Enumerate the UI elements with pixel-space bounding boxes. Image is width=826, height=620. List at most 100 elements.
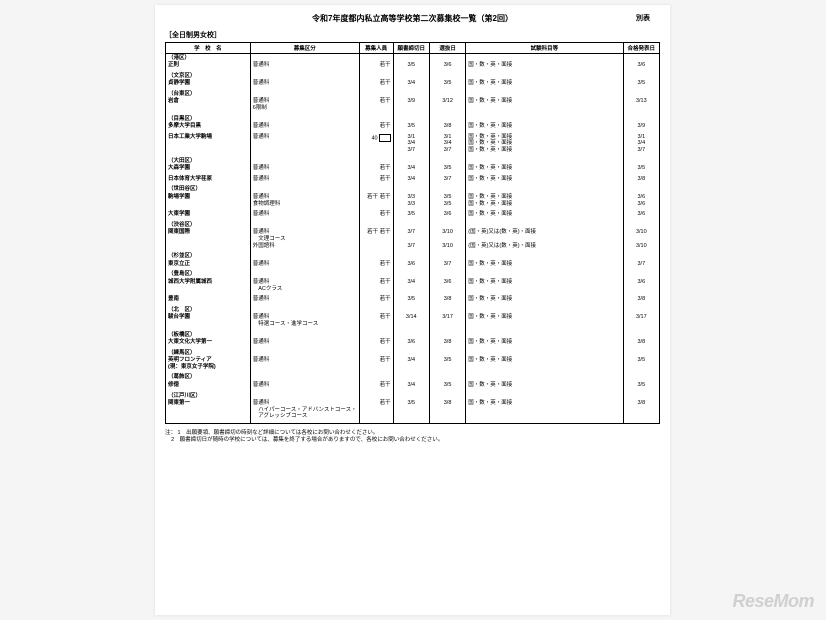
exam-date: 3/5 xyxy=(429,382,465,390)
school-name: 貞静学園 xyxy=(166,80,251,88)
capacity: 若干 xyxy=(359,98,393,112)
page-title: 令和7年度都内私立高等学校第二次募集校一覧（第2回） xyxy=(312,14,513,23)
result-date: 3/8 xyxy=(623,339,659,347)
ward-label: （世田谷区） xyxy=(166,186,251,194)
school-name: 日本工業大学駒場 xyxy=(166,133,251,154)
section-label: ［全日制男女校］ xyxy=(165,30,660,40)
subjects: 国・数・英・面接 xyxy=(466,314,623,328)
capacity: 若干 xyxy=(359,382,393,390)
exam-date: 3/7 xyxy=(429,260,465,268)
capacity: 若干 xyxy=(359,165,393,173)
notes: 注： 1 出願要領、願書締切の時刻など詳細については各校にお問い合わせください。… xyxy=(165,430,660,444)
ward-label: （大田区） xyxy=(166,157,251,165)
subjects: 国・数・英・面接国・数・英・面接 xyxy=(466,194,623,208)
result-date: 3/103/10 xyxy=(623,229,659,250)
capacity: 40 xyxy=(359,133,393,154)
deadline: 3/5 xyxy=(393,400,429,421)
result-date: 3/8 xyxy=(623,296,659,304)
course: 普通科食物調理科 xyxy=(250,194,359,208)
result-date: 3/13 xyxy=(623,98,659,112)
deadline: 3/6 xyxy=(393,260,429,268)
school-name: 大東文化大学第一 xyxy=(166,339,251,347)
exam-date: 3/6 xyxy=(429,62,465,70)
result-date: 3/17 xyxy=(623,314,659,328)
exam-date: 3/5 xyxy=(429,165,465,173)
exam-date: 3/7 xyxy=(429,175,465,183)
deadline: 3/13/43/7 xyxy=(393,133,429,154)
deadline: 3/6 xyxy=(393,339,429,347)
capacity: 若干 xyxy=(359,62,393,70)
exam-date: 3/6 xyxy=(429,211,465,219)
subjects: 国・数・英・面接 xyxy=(466,400,623,421)
capacity: 若干 xyxy=(359,400,393,421)
result-date: 3/5 xyxy=(623,165,659,173)
subjects: (国・英)又は(数・英)・面接(国・英)又は(数・英)・面接 xyxy=(466,229,623,250)
course: 普通科6限制 xyxy=(250,98,359,112)
course: 普通科 ACクラス xyxy=(250,278,359,292)
deadline: 3/14 xyxy=(393,314,429,328)
ward-label: （練馬区） xyxy=(166,349,251,357)
ward-label: （台東区） xyxy=(166,90,251,98)
capacity: 若干 xyxy=(359,175,393,183)
deadline: 3/4 xyxy=(393,382,429,390)
exam-date: 3/6 xyxy=(429,278,465,292)
result-date: 3/8 xyxy=(623,400,659,421)
ward-label: （渋谷区） xyxy=(166,221,251,229)
school-name: 大森学園 xyxy=(166,165,251,173)
school-name: 豊南 xyxy=(166,296,251,304)
deadline: 3/4 xyxy=(393,357,429,371)
exam-date: 3/103/10 xyxy=(429,229,465,250)
course: 普通科 xyxy=(250,133,359,154)
result-date: 3/5 xyxy=(623,382,659,390)
deadline: 3/5 xyxy=(393,123,429,131)
school-name: 日本体育大学荏原 xyxy=(166,175,251,183)
subjects: 国・数・英・面接 xyxy=(466,260,623,268)
th-subjects: 試験科目等 xyxy=(466,43,623,54)
ward-label: （豊島区） xyxy=(166,271,251,279)
school-name: 東京立正 xyxy=(166,260,251,268)
deadline: 3/5 xyxy=(393,62,429,70)
school-name: 駒場学園 xyxy=(166,194,251,208)
deadline: 3/33/3 xyxy=(393,194,429,208)
subjects: 国・数・英・面接 xyxy=(466,123,623,131)
result-date: 3/5 xyxy=(623,80,659,88)
school-name: 多摩大学目黒 xyxy=(166,123,251,131)
subjects: 国・数・英・面接 xyxy=(466,165,623,173)
result-date: 3/6 xyxy=(623,211,659,219)
course: 普通科 xyxy=(250,357,359,371)
capacity: 若干 xyxy=(359,80,393,88)
exam-date: 3/5 xyxy=(429,80,465,88)
logo: ReseMom xyxy=(732,591,814,612)
appendix-label: 別表 xyxy=(636,13,650,23)
ward-label: （江戸川区） xyxy=(166,392,251,400)
deadline: 3/4 xyxy=(393,278,429,292)
subjects: 国・数・英・面接 xyxy=(466,62,623,70)
subjects: 国・数・英・面接 xyxy=(466,80,623,88)
subjects: 国・数・英・面接国・数・英・面接国・数・英・面接 xyxy=(466,133,623,154)
result-date: 3/63/6 xyxy=(623,194,659,208)
school-name: 修徳 xyxy=(166,382,251,390)
school-name: 駿台学園 xyxy=(166,314,251,328)
deadline: 3/4 xyxy=(393,175,429,183)
school-name: 正則 xyxy=(166,62,251,70)
note2: 2 願書締切日が随時の学校については、募集を終了する場合がありますので、各校にお… xyxy=(171,437,443,443)
subjects: 国・数・英・面接 xyxy=(466,278,623,292)
deadline: 3/4 xyxy=(393,80,429,88)
recruitment-table: 学 校 名 募集区分 募集人員 願書締切日 選抜日 試験科目等 合格発表日 （港… xyxy=(165,42,660,424)
result-date: 3/13/43/7 xyxy=(623,133,659,154)
th-course: 募集区分 xyxy=(250,43,359,54)
exam-date: 3/8 xyxy=(429,400,465,421)
exam-date: 3/8 xyxy=(429,123,465,131)
subjects: 国・数・英・面接 xyxy=(466,382,623,390)
capacity: 若干 xyxy=(359,260,393,268)
subjects: 国・数・英・面接 xyxy=(466,175,623,183)
th-school: 学 校 名 xyxy=(166,43,251,54)
exam-date: 3/53/5 xyxy=(429,194,465,208)
ward-label: （目黒区） xyxy=(166,115,251,123)
capacity: 若干 xyxy=(359,278,393,292)
course: 普通科 xyxy=(250,296,359,304)
course: 普通科 xyxy=(250,123,359,131)
exam-date: 3/8 xyxy=(429,296,465,304)
exam-date: 3/12 xyxy=(429,98,465,112)
school-name: 関東第一 xyxy=(166,400,251,421)
